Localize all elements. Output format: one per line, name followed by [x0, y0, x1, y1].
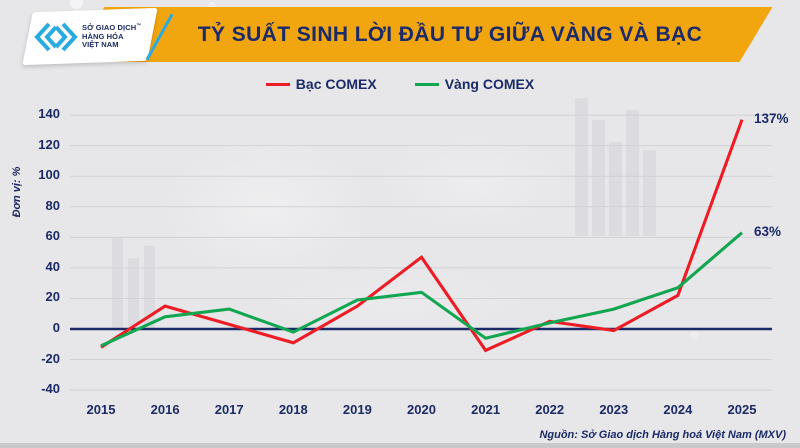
logo-line-2: HÀNG HÓA	[82, 31, 124, 41]
logo-line-1: SỞ GIAO DỊCH	[82, 23, 137, 33]
legend-label-gold: Vàng COMEX	[444, 76, 535, 92]
watermark-dot	[690, 330, 699, 339]
x-tick-label: 2019	[342, 402, 372, 417]
x-tick-label: 2022	[535, 402, 565, 417]
x-tick-label: 2021	[471, 402, 501, 417]
legend-item-gold: Vàng COMEX	[414, 76, 535, 92]
y-tick-label: 120	[38, 136, 60, 152]
x-tick-label: 2018	[278, 402, 308, 417]
x-tick-label: 2023	[599, 402, 629, 417]
series-line-silver	[100, 119, 744, 353]
x-tick-label: 2025	[727, 402, 757, 417]
y-tick-label: 40	[45, 258, 60, 274]
silver-line-swatch	[265, 82, 290, 86]
legend-label-silver: Bạc COMEX	[295, 76, 377, 92]
y-tick-label: 80	[45, 197, 60, 213]
y-tick-label: -20	[41, 350, 60, 366]
watermark-dot	[208, 2, 216, 10]
watermark-dot	[70, 0, 83, 9]
logo-line-3: VIỆT NAM	[82, 40, 119, 50]
x-tick-label: 2024	[663, 402, 693, 417]
x-tick-label: 2016	[150, 402, 180, 417]
y-axis-title: Đơn vị: %	[11, 166, 23, 218]
chart-legend: Bạc COMEX Vàng COMEX	[0, 76, 800, 92]
x-tick-label: 2020	[407, 402, 436, 417]
watermark-bar	[643, 150, 656, 236]
legend-item-silver: Bạc COMEX	[265, 76, 377, 92]
watermark-bar	[112, 238, 123, 330]
watermark-bar	[144, 246, 155, 330]
y-tick-label: 140	[38, 106, 60, 122]
trademark-mark: ™	[136, 23, 142, 30]
mxv-logo: SỞ GIAO DỊCH™ HÀNG HÓA VIỆT NAM	[30, 12, 152, 62]
end-value-label-gold: 63%	[754, 223, 782, 239]
y-tick-label: 60	[45, 228, 60, 244]
source-credit: Nguồn: Sở Giao dịch Hàng hoá Việt Nam (M…	[539, 429, 786, 441]
x-tick-label: 2017	[214, 402, 244, 417]
y-tick-label: 20	[45, 289, 60, 305]
y-tick-label: 0	[52, 320, 60, 335]
y-tick-label: -40	[41, 381, 60, 397]
x-tick-label: 2015	[86, 402, 116, 417]
mxv-logo-text: SỞ GIAO DỊCH™ HÀNG HÓA VIỆT NAM	[82, 23, 142, 50]
gold-line-swatch	[414, 82, 439, 86]
y-tick-label: 100	[38, 167, 60, 183]
watermark-bar	[128, 258, 139, 330]
end-value-label-silver: 137%	[754, 110, 789, 126]
watermark-bar	[626, 110, 639, 236]
mxv-chevron-icon	[34, 22, 78, 52]
bottom-strip-decoration	[0, 443, 800, 448]
page-title: TỶ SUẤT SINH LỜI ĐẦU TƯ GIỮA VÀNG VÀ BẠC	[197, 23, 703, 46]
watermark-bar	[575, 98, 588, 236]
series-line-gold	[100, 231, 744, 348]
watermark-bar	[609, 142, 622, 236]
